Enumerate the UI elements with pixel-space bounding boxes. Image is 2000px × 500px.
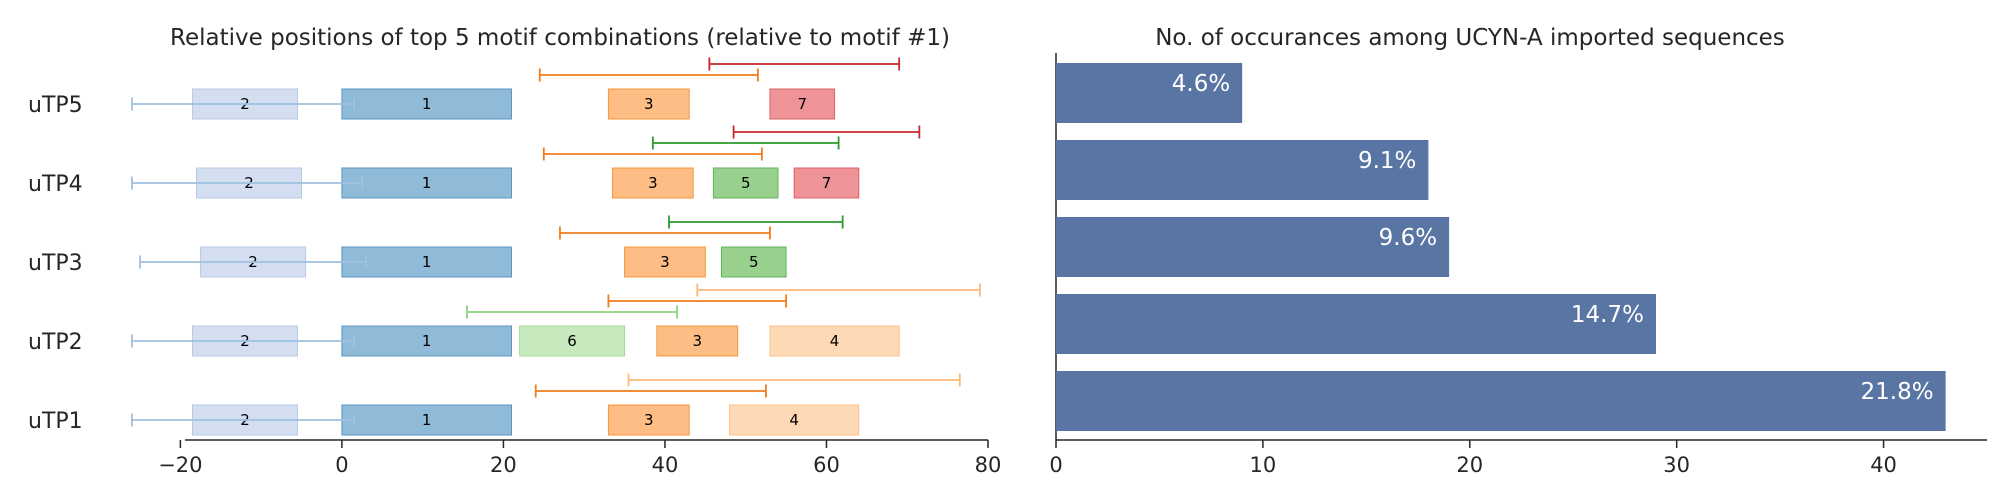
motif-range-5: [668, 215, 844, 229]
x-tick-label: 80: [975, 453, 1002, 477]
motif-range-3: [559, 226, 771, 240]
bar-utp4: 9.1%: [1056, 140, 1429, 200]
motif-box-7: [793, 167, 860, 199]
motif-range-7: [732, 125, 921, 139]
motif-range-2: [131, 413, 355, 427]
motif-label-3: 3: [644, 95, 654, 113]
motif-range-2: [131, 334, 355, 348]
bar-x-axis: 0 10 20 30 40: [1049, 439, 1987, 477]
motif-box-6: [519, 325, 626, 357]
motif-label-3: 3: [660, 253, 670, 271]
bar-utp3: 9.6%: [1056, 217, 1450, 277]
motif-row-utp2: uTP2 2 1 6 3 4: [28, 283, 981, 357]
motif-row-utp1: uTP1 2 1 3 4: [28, 373, 961, 436]
bar-rect: [1056, 217, 1450, 277]
bar-value-label: 4.6%: [1172, 71, 1230, 97]
motif-box-3: [607, 88, 690, 120]
bars: 21.8% 14.7% 9.6% 9.1% 4.6%: [1055, 53, 1946, 440]
bar-utp1: 21.8%: [1056, 371, 1946, 431]
motif-range-2: [131, 176, 363, 190]
bar-value-label: 21.8%: [1861, 379, 1934, 405]
bar-rect: [1056, 63, 1243, 123]
bar-value-label: 9.1%: [1358, 148, 1416, 174]
motif-x-axis: −20 0 20 40 60 80: [158, 439, 1002, 477]
motif-box-3: [607, 404, 690, 436]
motif-chart-title: Relative positions of top 5 motif combin…: [170, 25, 950, 51]
motif-label-3: 3: [692, 332, 702, 350]
motif-box-3: [656, 325, 739, 357]
motif-label-4: 4: [830, 332, 840, 350]
bar-utp5: 4.6%: [1056, 63, 1243, 123]
motif-box-4: [769, 325, 900, 357]
motif-label-1: 1: [422, 332, 432, 350]
bar-value-label: 9.6%: [1379, 225, 1437, 251]
x-tick-label: 10: [1250, 453, 1277, 477]
motif-box-3: [611, 167, 694, 199]
motif-label-1: 1: [422, 411, 432, 429]
x-tick-label: 40: [652, 453, 679, 477]
motif-range-2: [131, 97, 355, 111]
motif-box-5: [720, 246, 787, 278]
x-tick-label: 0: [1049, 453, 1062, 477]
motif-label-1: 1: [422, 174, 432, 192]
motif-range-3: [607, 294, 787, 308]
motif-box-1: [341, 404, 513, 436]
motif-label-5: 5: [741, 174, 751, 192]
motif-box-4: [729, 404, 860, 436]
row-label: uTP5: [28, 93, 83, 118]
motif-position-chart: Relative positions of top 5 motif combin…: [28, 25, 1001, 477]
x-tick-label: −20: [158, 453, 202, 477]
motif-range-6: [466, 305, 678, 319]
motif-label-5: 5: [749, 253, 759, 271]
motif-range-4: [696, 283, 981, 297]
motif-row-utp3: uTP3 2 1 3 5: [28, 215, 844, 278]
motif-label-3: 3: [648, 174, 658, 192]
motif-range-3: [538, 68, 759, 82]
motif-label-4: 4: [789, 411, 799, 429]
motif-range-3: [542, 147, 763, 161]
x-tick-label: 40: [1870, 453, 1897, 477]
motif-box-3: [624, 246, 706, 278]
x-tick-label: 20: [490, 453, 517, 477]
motif-label-3: 3: [644, 411, 654, 429]
motif-label-1: 1: [422, 95, 432, 113]
x-tick-label: 20: [1456, 453, 1483, 477]
motif-range-3: [534, 384, 767, 398]
motif-label-7: 7: [797, 95, 807, 113]
motif-label-7: 7: [822, 174, 832, 192]
motif-range-5: [651, 136, 840, 150]
motif-box-1: [341, 325, 513, 357]
motif-range-2: [139, 255, 368, 269]
motif-row-utp4: uTP4 2 1 3 5 7: [28, 125, 921, 199]
motif-range-7: [708, 57, 901, 71]
motif-label-1: 1: [422, 253, 432, 271]
motif-row-utp5: uTP5 2 1 3 7: [28, 57, 901, 120]
bar-chart-title: No. of occurances among UCYN-A imported …: [1155, 25, 1785, 51]
occurrence-bar-chart: No. of occurances among UCYN-A imported …: [1049, 25, 1987, 477]
bar-utp2: 14.7%: [1056, 294, 1656, 354]
x-tick-label: 0: [335, 453, 348, 477]
row-label: uTP3: [28, 251, 83, 276]
row-label: uTP1: [28, 409, 83, 434]
bar-rect: [1056, 140, 1429, 200]
bar-value-label: 14.7%: [1571, 302, 1644, 328]
motif-range-4: [627, 373, 961, 387]
motif-label-6: 6: [567, 332, 577, 350]
x-tick-label: 30: [1663, 453, 1690, 477]
bar-rect: [1056, 371, 1946, 431]
bar-rect: [1056, 294, 1656, 354]
motif-box-1: [341, 246, 513, 278]
row-label: uTP4: [28, 172, 83, 197]
motif-box-1: [341, 167, 513, 199]
x-tick-label: 60: [813, 453, 840, 477]
motif-box-5: [712, 167, 779, 199]
row-label: uTP2: [28, 330, 83, 355]
motif-box-7: [769, 88, 836, 120]
